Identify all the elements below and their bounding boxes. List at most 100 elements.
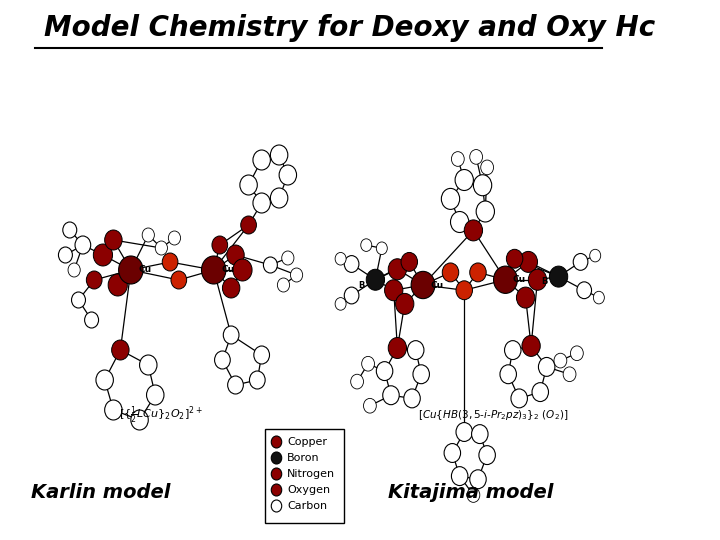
Circle shape: [388, 338, 407, 359]
Circle shape: [441, 188, 459, 210]
Circle shape: [63, 222, 77, 238]
Circle shape: [253, 193, 271, 213]
Circle shape: [377, 362, 393, 381]
Text: Cu: Cu: [513, 275, 526, 284]
Circle shape: [71, 292, 86, 308]
Circle shape: [96, 370, 113, 390]
Circle shape: [364, 399, 377, 413]
Circle shape: [479, 446, 495, 464]
Circle shape: [290, 268, 302, 282]
Circle shape: [366, 269, 384, 291]
Circle shape: [519, 252, 538, 272]
Text: B: B: [541, 278, 548, 286]
Circle shape: [212, 236, 228, 254]
Circle shape: [469, 263, 486, 282]
Circle shape: [469, 150, 482, 164]
Circle shape: [404, 389, 420, 408]
Text: $[Cu\{HB(3,5\text{-}i\text{-}Pr_2pz)_3\}_2\ (O_2)]$: $[Cu\{HB(3,5\text{-}i\text{-}Pr_2pz)_3\}…: [418, 408, 568, 422]
Circle shape: [335, 298, 346, 310]
Circle shape: [377, 242, 387, 254]
Circle shape: [456, 281, 472, 300]
Circle shape: [444, 443, 461, 462]
Circle shape: [264, 257, 277, 273]
Circle shape: [271, 468, 282, 480]
Circle shape: [279, 165, 297, 185]
Circle shape: [516, 287, 535, 308]
Circle shape: [156, 241, 168, 255]
Circle shape: [570, 346, 583, 361]
Circle shape: [253, 150, 271, 170]
Circle shape: [240, 175, 257, 195]
Circle shape: [361, 239, 372, 252]
Circle shape: [455, 170, 473, 191]
Circle shape: [94, 244, 112, 266]
Circle shape: [395, 293, 414, 314]
Circle shape: [142, 228, 154, 242]
Text: Oxygen: Oxygen: [287, 485, 330, 495]
Circle shape: [388, 259, 407, 280]
Circle shape: [271, 188, 288, 208]
Text: Cu: Cu: [138, 266, 151, 274]
Circle shape: [119, 256, 143, 284]
Circle shape: [467, 488, 480, 502]
Circle shape: [202, 256, 226, 284]
Text: B: B: [358, 280, 364, 289]
Circle shape: [227, 245, 244, 265]
Text: Nitrogen: Nitrogen: [287, 469, 335, 479]
Circle shape: [481, 160, 493, 175]
Circle shape: [147, 385, 164, 405]
Circle shape: [511, 389, 528, 408]
Circle shape: [401, 252, 418, 271]
Circle shape: [473, 175, 492, 195]
Circle shape: [112, 340, 129, 360]
Circle shape: [505, 341, 521, 360]
Circle shape: [451, 152, 464, 166]
Circle shape: [451, 467, 468, 485]
Circle shape: [104, 230, 122, 250]
Circle shape: [171, 271, 186, 289]
Text: Cu: Cu: [221, 266, 234, 274]
Circle shape: [411, 271, 435, 299]
Circle shape: [233, 259, 252, 281]
Circle shape: [476, 201, 495, 222]
Text: $[\{\frac{1}{2}LCu\}_2O_2]^{2+}$: $[\{\frac{1}{2}LCu\}_2O_2]^{2+}$: [120, 404, 203, 426]
Circle shape: [464, 220, 482, 241]
Circle shape: [344, 287, 359, 304]
Circle shape: [573, 253, 588, 271]
Circle shape: [86, 271, 102, 289]
Circle shape: [240, 216, 256, 234]
Circle shape: [593, 291, 604, 304]
Circle shape: [282, 251, 294, 265]
Circle shape: [500, 365, 516, 384]
Circle shape: [413, 365, 429, 384]
Circle shape: [140, 355, 157, 375]
Circle shape: [271, 452, 282, 464]
Circle shape: [271, 484, 282, 496]
Circle shape: [590, 249, 600, 262]
Circle shape: [469, 470, 486, 489]
Circle shape: [335, 252, 346, 265]
Circle shape: [271, 436, 282, 448]
Circle shape: [162, 253, 178, 271]
Circle shape: [228, 376, 243, 394]
Circle shape: [451, 212, 469, 233]
Circle shape: [215, 351, 230, 369]
Circle shape: [277, 278, 289, 292]
Text: Boron: Boron: [287, 453, 320, 463]
Circle shape: [539, 357, 555, 376]
Circle shape: [271, 500, 282, 512]
FancyBboxPatch shape: [265, 429, 343, 523]
Circle shape: [361, 356, 374, 371]
Circle shape: [493, 266, 518, 293]
Circle shape: [249, 371, 265, 389]
Text: Copper: Copper: [287, 437, 327, 447]
Circle shape: [383, 386, 399, 404]
Circle shape: [223, 326, 239, 344]
Circle shape: [563, 367, 576, 382]
Circle shape: [577, 282, 592, 299]
Circle shape: [554, 353, 567, 368]
Circle shape: [222, 278, 240, 298]
Circle shape: [384, 280, 403, 301]
Circle shape: [168, 231, 181, 245]
Circle shape: [271, 145, 288, 165]
